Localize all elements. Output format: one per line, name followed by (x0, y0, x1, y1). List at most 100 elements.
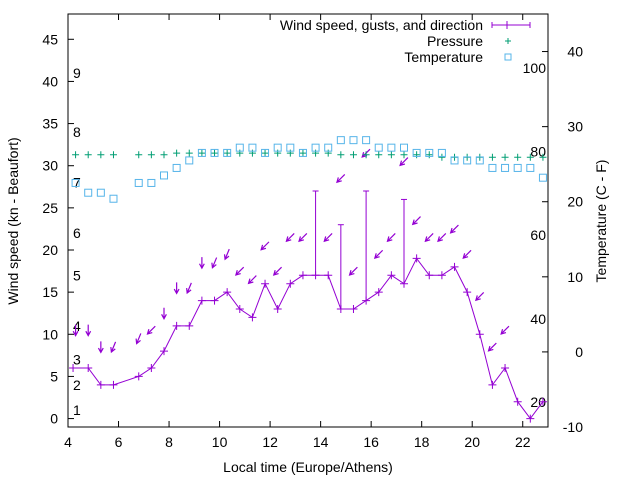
pressure-point (324, 149, 332, 157)
wind-direction-arrow (146, 325, 156, 335)
temperature-point (538, 173, 547, 182)
wind-direction-arrow (462, 249, 472, 260)
pressure-point (337, 151, 345, 159)
temperature-point (147, 178, 156, 187)
wind-point (374, 288, 383, 297)
y2-tick-label: 40 (567, 44, 583, 60)
fahrenheit-label: 20 (530, 394, 546, 410)
x-tick-label: 4 (64, 434, 72, 450)
y-tick-label: 40 (42, 73, 58, 89)
y-tick-label: 0 (50, 411, 58, 427)
wind-point (248, 313, 257, 322)
pressure-point (274, 149, 282, 157)
wind-point (488, 380, 497, 389)
y-tick-label: 15 (42, 284, 58, 300)
wind-point (109, 380, 118, 389)
pressure-point (286, 149, 294, 157)
wind-point (286, 279, 295, 288)
wind-point (261, 279, 270, 288)
wind-point (538, 397, 547, 406)
x-tick-label: 12 (262, 434, 278, 450)
temperature-point (412, 148, 421, 157)
y-tick-label: 35 (42, 116, 58, 132)
y-tick-label: 25 (42, 200, 58, 216)
wind-direction-arrow (323, 233, 333, 243)
legend-pressure-swatch (505, 38, 511, 44)
temperature-point (513, 163, 522, 172)
temperature-point (349, 136, 358, 145)
wind-direction-arrow (474, 292, 485, 302)
beaufort-label: 2 (73, 377, 81, 393)
plot-frame-layer (67, 13, 549, 428)
beaufort-label: 1 (73, 402, 81, 418)
temperature-point (425, 148, 434, 157)
x-tick-label: 16 (363, 434, 379, 450)
wind-direction-arrow (186, 282, 192, 295)
wind-direction-arrow (173, 282, 180, 295)
wind-direction-arrow (487, 342, 497, 352)
wind-direction-arrow (272, 266, 283, 276)
pressure-point (501, 153, 509, 161)
pressure-point (211, 149, 219, 157)
wind-direction-arrow (437, 233, 447, 243)
x-tick-label: 10 (212, 434, 228, 450)
wind-direction-arrow (211, 257, 218, 269)
y-tick-label: 20 (42, 242, 58, 258)
wind-point (324, 271, 333, 280)
temperature-point (387, 143, 396, 152)
wind-direction-arrow (500, 325, 510, 335)
y2-tick-label: 0 (575, 344, 583, 360)
plot-border (67, 13, 549, 428)
series-layer (69, 136, 547, 423)
wind-point (147, 364, 156, 372)
legend-pressure-label: Pressure (427, 33, 483, 49)
pressure-point (375, 151, 383, 159)
temperature-point (71, 178, 80, 187)
wind-direction-arrow (85, 324, 92, 337)
wind-direction-arrow (198, 257, 205, 270)
pressure-point (236, 149, 244, 157)
wind-direction-arrow (260, 241, 270, 251)
temperature-point (526, 163, 535, 172)
legend-temperature-label: Temperature (404, 49, 483, 65)
temperature-point (362, 136, 371, 145)
temperature-point (450, 156, 459, 165)
wind-point (336, 305, 345, 313)
y-tick-label: 10 (42, 326, 58, 342)
temperature-point (298, 148, 307, 157)
x-tick-label: 18 (414, 434, 430, 450)
wind-direction-arrow (72, 324, 79, 337)
temperature-point (374, 143, 383, 152)
temperature-point (286, 143, 295, 152)
fahrenheit-label: 40 (530, 311, 546, 327)
wind-point (84, 364, 93, 372)
y2-tick-label: 20 (567, 194, 583, 210)
pressure-point (160, 151, 168, 159)
y2-tick-label: -10 (563, 419, 583, 435)
wind-point (362, 296, 371, 305)
wind-direction-arrow (411, 216, 421, 226)
axes-layer: 4 6 8 10 12 14 16 18 20 22051015202530354045-1001… (42, 14, 583, 450)
wind-point (450, 262, 459, 271)
temperature-point (96, 188, 105, 197)
pressure-point (185, 149, 193, 157)
x-tick-label: 20 (464, 434, 480, 450)
pressure-point (413, 151, 421, 159)
pressure-point (109, 151, 117, 159)
wind-point (298, 271, 307, 280)
beaufort-label: 8 (73, 124, 81, 140)
fahrenheit-label: 100 (523, 60, 547, 76)
pressure-point (72, 151, 80, 159)
temperature-point (109, 194, 118, 203)
wind-point (526, 414, 535, 423)
pressure-point (223, 149, 231, 157)
pressure-point (438, 153, 446, 161)
pressure-point (299, 149, 307, 157)
wind-direction-arrow (161, 307, 167, 320)
wind-point (172, 321, 181, 330)
temperature-point (488, 163, 497, 172)
fahrenheit-label: 80 (530, 143, 546, 159)
wind-direction-arrow (373, 249, 384, 260)
wind-point (210, 296, 219, 305)
